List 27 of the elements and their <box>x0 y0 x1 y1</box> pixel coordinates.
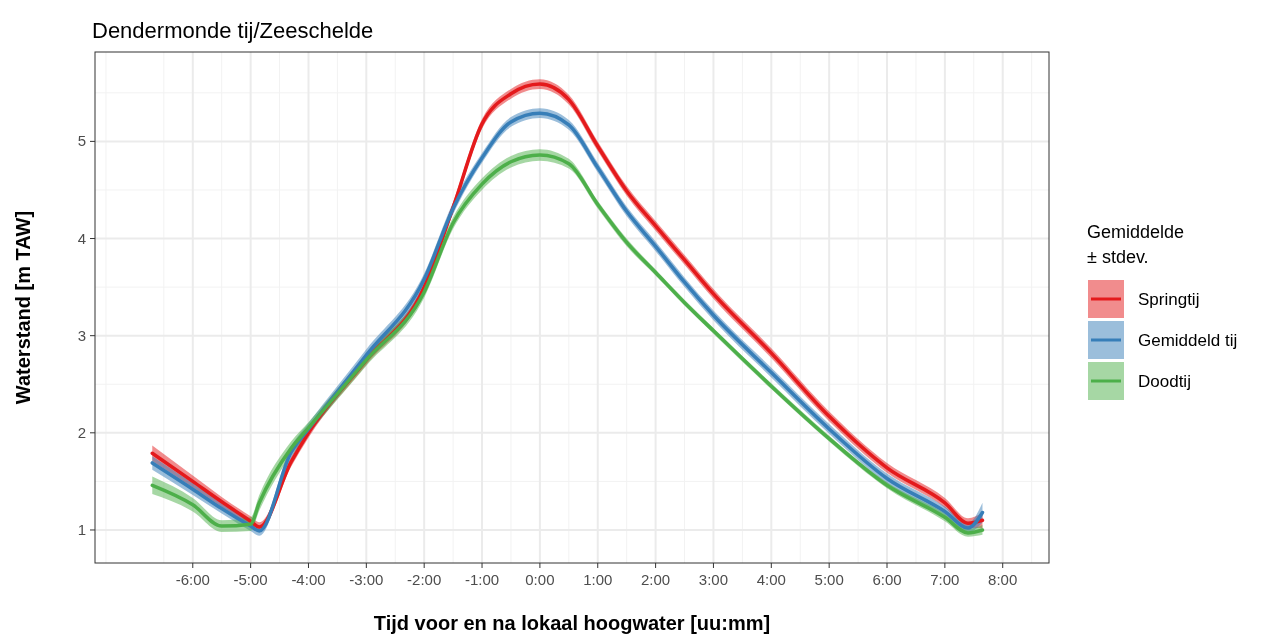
legend-label: Gemiddeld tij <box>1138 331 1238 350</box>
legend-label: Doodtij <box>1138 372 1191 391</box>
x-tick-label: 7:00 <box>930 571 960 588</box>
y-tick-label: 5 <box>77 132 86 150</box>
x-tick-label: 3:00 <box>698 571 729 588</box>
y-axis-title: Waterstand [m TAW] <box>12 210 34 405</box>
y-tick-label: 3 <box>77 326 86 344</box>
x-tick-label: 2:00 <box>641 571 671 588</box>
chart-title: Dendermonde tij/Zeeschelde <box>92 18 374 43</box>
x-tick-label: 4:00 <box>756 571 786 588</box>
x-tick-label: -3:00 <box>349 571 384 588</box>
x-tick-label: 1:00 <box>583 571 613 588</box>
x-tick-label: 6:00 <box>872 571 902 588</box>
y-tick-label: 4 <box>77 229 86 247</box>
x-tick-label: 8:00 <box>988 571 1018 588</box>
y-tick-label: 1 <box>77 520 86 538</box>
x-tick-label: -4:00 <box>291 571 326 588</box>
x-tick-label: -1:00 <box>464 571 500 588</box>
x-tick-label: 0:00 <box>525 571 555 588</box>
x-axis-title: Tijd voor en na lokaal hoogwater [uu:mm] <box>373 612 771 634</box>
legend-label: Springtij <box>1138 290 1200 309</box>
x-tick-label: -5:00 <box>233 571 268 588</box>
y-tick-label: 2 <box>77 423 86 441</box>
legend-title: Gemiddelde ± stdev. <box>1087 222 1185 267</box>
x-tick-label: -2:00 <box>407 571 442 588</box>
x-tick-label: 5:00 <box>814 571 844 588</box>
x-tick-label: -6:00 <box>175 571 210 588</box>
